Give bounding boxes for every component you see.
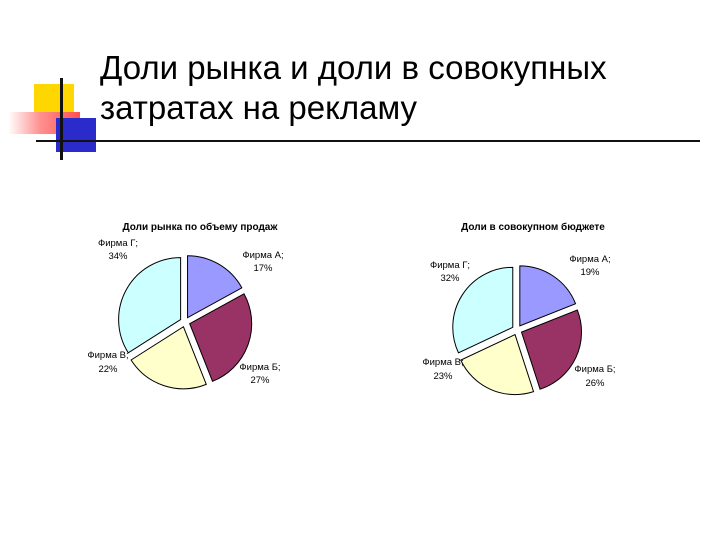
decor-vertical-line [60, 78, 63, 160]
svg-text:Фирма Б;: Фирма Б; [574, 364, 615, 375]
svg-text:Фирма Г;: Фирма Г; [98, 238, 138, 249]
pie-chart-market-share: Доли рынка по объему продаж Фирма А; 17%… [87, 221, 284, 390]
pie-slice-firm-a [519, 265, 577, 327]
pie-slice-firm-a [187, 255, 243, 319]
pie-slice-firm-g [452, 266, 514, 354]
slice-label-firm-b: Фирма Б; 26% [574, 364, 615, 389]
svg-text:34%: 34% [108, 251, 128, 262]
svg-text:Фирма В;: Фирма В; [87, 350, 128, 361]
slice-label-firm-v: Фирма В; 22% [87, 350, 128, 375]
slide-title: Доли рынка и доли в совокупных затратах … [100, 48, 700, 128]
chart-title: Доли в совокупном бюджете [461, 221, 605, 233]
svg-text:Фирма А;: Фирма А; [569, 254, 610, 265]
slice-label-firm-b: Фирма Б; 27% [239, 362, 280, 386]
decor-horizontal-line [36, 140, 700, 142]
slice-label-firm-g: Фирма Г; 34% [98, 238, 138, 262]
pie-chart-budget-share: Доли в совокупном бюджете Фирма А; 19% Ф… [422, 221, 616, 396]
slide-title-line-1: Доли рынка и доли в совокупных [100, 49, 607, 86]
pie-slice-firm-v [130, 326, 207, 390]
chart-title: Доли рынка по объему продаж [123, 221, 279, 233]
pie-slice-firm-g [118, 257, 182, 354]
svg-text:Фирма Б;: Фирма Б; [239, 362, 280, 373]
svg-text:23%: 23% [433, 371, 453, 382]
slide-title-line-2: затратах на рекламу [100, 89, 418, 126]
pie-slice-firm-v [460, 333, 535, 396]
slice-label-firm-a: Фирма А; 19% [569, 254, 610, 278]
svg-text:22%: 22% [98, 364, 118, 375]
svg-text:Фирма В;: Фирма В; [422, 357, 463, 368]
slice-label-firm-a: Фирма А; 17% [242, 250, 283, 274]
slice-label-firm-v: Фирма В; 23% [422, 357, 463, 382]
svg-text:32%: 32% [440, 273, 460, 284]
svg-text:26%: 26% [585, 378, 605, 389]
pie-slice-firm-b [189, 293, 253, 382]
pie-slice-firm-b [520, 309, 582, 390]
svg-text:27%: 27% [250, 375, 270, 386]
slice-label-firm-g: Фирма Г; 32% [430, 260, 470, 284]
svg-text:Фирма Г;: Фирма Г; [430, 260, 470, 271]
svg-text:Фирма А;: Фирма А; [242, 250, 283, 261]
svg-text:19%: 19% [580, 267, 600, 278]
svg-text:17%: 17% [253, 263, 273, 274]
